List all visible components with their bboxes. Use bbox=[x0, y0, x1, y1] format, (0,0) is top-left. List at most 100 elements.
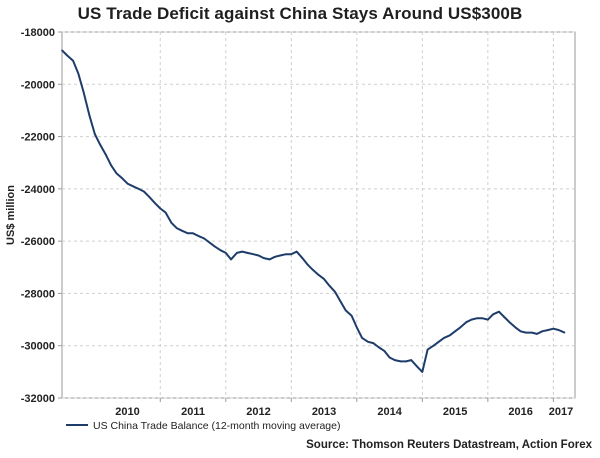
y-tick-label: -30000 bbox=[21, 341, 55, 353]
data-point bbox=[421, 371, 424, 373]
data-point bbox=[541, 330, 544, 333]
data-point bbox=[475, 317, 478, 320]
data-point bbox=[175, 227, 178, 229]
y-tick-label: -26000 bbox=[21, 236, 55, 248]
data-point bbox=[208, 241, 211, 244]
data-point bbox=[99, 143, 101, 146]
data-point bbox=[356, 326, 358, 329]
data-point bbox=[164, 211, 167, 214]
y-tick-label: -18000 bbox=[21, 27, 55, 39]
x-tick-label: 2010 bbox=[115, 406, 139, 418]
data-point bbox=[154, 202, 156, 205]
series-line bbox=[61, 49, 565, 373]
y-tick-label: -22000 bbox=[21, 132, 55, 144]
x-gridlines bbox=[159, 32, 554, 402]
data-point bbox=[137, 188, 140, 190]
data-point bbox=[563, 331, 566, 334]
data-point bbox=[295, 250, 298, 253]
data-point bbox=[274, 256, 276, 258]
data-point bbox=[66, 54, 69, 57]
y-axis-title: US$ million bbox=[5, 185, 17, 245]
data-point bbox=[372, 342, 375, 344]
data-point bbox=[388, 356, 391, 359]
data-point bbox=[170, 222, 173, 224]
data-point bbox=[93, 133, 96, 135]
data-point bbox=[224, 252, 227, 254]
data-point bbox=[186, 232, 189, 235]
data-point bbox=[547, 329, 549, 331]
data-point bbox=[148, 195, 150, 198]
x-tick-labels: 2010 2011 2012 2013 2014 2015 2016 2017 bbox=[115, 406, 573, 418]
data-point bbox=[530, 331, 533, 334]
data-point bbox=[361, 337, 363, 339]
data-point bbox=[318, 274, 320, 276]
data-point bbox=[328, 284, 331, 287]
data-point bbox=[312, 269, 314, 271]
data-point bbox=[525, 331, 527, 334]
series-layer bbox=[61, 49, 566, 373]
data-point bbox=[519, 330, 522, 333]
data-point bbox=[449, 334, 451, 337]
data-point bbox=[131, 185, 134, 188]
data-point bbox=[508, 321, 511, 323]
data-point bbox=[252, 253, 255, 256]
data-point bbox=[454, 330, 456, 333]
source-note: Source: Thomson Reuters Datastream, Acti… bbox=[306, 439, 592, 451]
data-point bbox=[143, 190, 145, 193]
data-point bbox=[323, 278, 325, 280]
data-point bbox=[181, 229, 183, 232]
data-point bbox=[459, 326, 462, 329]
data-point bbox=[197, 235, 200, 237]
data-point bbox=[262, 257, 265, 259]
data-point bbox=[405, 360, 407, 363]
data-point bbox=[236, 252, 238, 254]
data-point bbox=[498, 310, 500, 313]
x-tick-label: 2015 bbox=[443, 406, 467, 418]
data-point bbox=[514, 326, 517, 329]
data-point bbox=[159, 207, 162, 210]
data-point bbox=[88, 114, 91, 117]
data-point bbox=[230, 258, 232, 261]
data-point bbox=[268, 258, 271, 261]
y-tick-labels: -18000 -20000 -22000 -24000 -26000 -28000 -300… bbox=[21, 27, 55, 405]
legend: US China Trade Balance (12-month moving … bbox=[66, 420, 340, 432]
data-point bbox=[383, 350, 386, 352]
x-tick-label: 2011 bbox=[181, 406, 205, 418]
data-point bbox=[432, 344, 435, 347]
y-tick-label: -32000 bbox=[21, 393, 55, 405]
data-point bbox=[416, 365, 418, 368]
data-point bbox=[301, 257, 304, 259]
data-point bbox=[339, 300, 342, 303]
data-point bbox=[487, 318, 489, 321]
data-point bbox=[344, 309, 347, 312]
x-tick-label: 2012 bbox=[246, 406, 270, 418]
y-gridlines bbox=[58, 31, 575, 399]
x-tick-label: 2014 bbox=[377, 406, 402, 418]
data-point bbox=[492, 313, 494, 316]
data-point bbox=[192, 232, 194, 235]
data-point bbox=[334, 291, 337, 293]
data-point bbox=[481, 317, 484, 320]
chart-title: US Trade Deficit against China Stays Aro… bbox=[77, 4, 523, 23]
data-point bbox=[443, 337, 445, 339]
plot-frame bbox=[61, 31, 576, 399]
legend-label: US China Trade Balance (12-month moving … bbox=[93, 420, 340, 432]
data-point bbox=[110, 164, 112, 167]
data-point bbox=[213, 245, 216, 248]
data-point bbox=[82, 91, 85, 93]
data-point bbox=[367, 340, 369, 343]
data-point bbox=[241, 250, 243, 253]
data-point bbox=[219, 249, 222, 252]
data-point bbox=[557, 329, 560, 331]
data-point bbox=[126, 182, 129, 185]
data-point bbox=[115, 172, 118, 174]
data-point bbox=[552, 327, 555, 330]
data-point bbox=[105, 154, 107, 156]
data-point bbox=[257, 254, 260, 257]
x-tick-label: 2017 bbox=[549, 406, 573, 418]
data-point bbox=[465, 321, 468, 323]
data-point bbox=[470, 318, 473, 321]
data-point bbox=[350, 314, 353, 317]
x-tick-label: 2016 bbox=[508, 406, 532, 418]
